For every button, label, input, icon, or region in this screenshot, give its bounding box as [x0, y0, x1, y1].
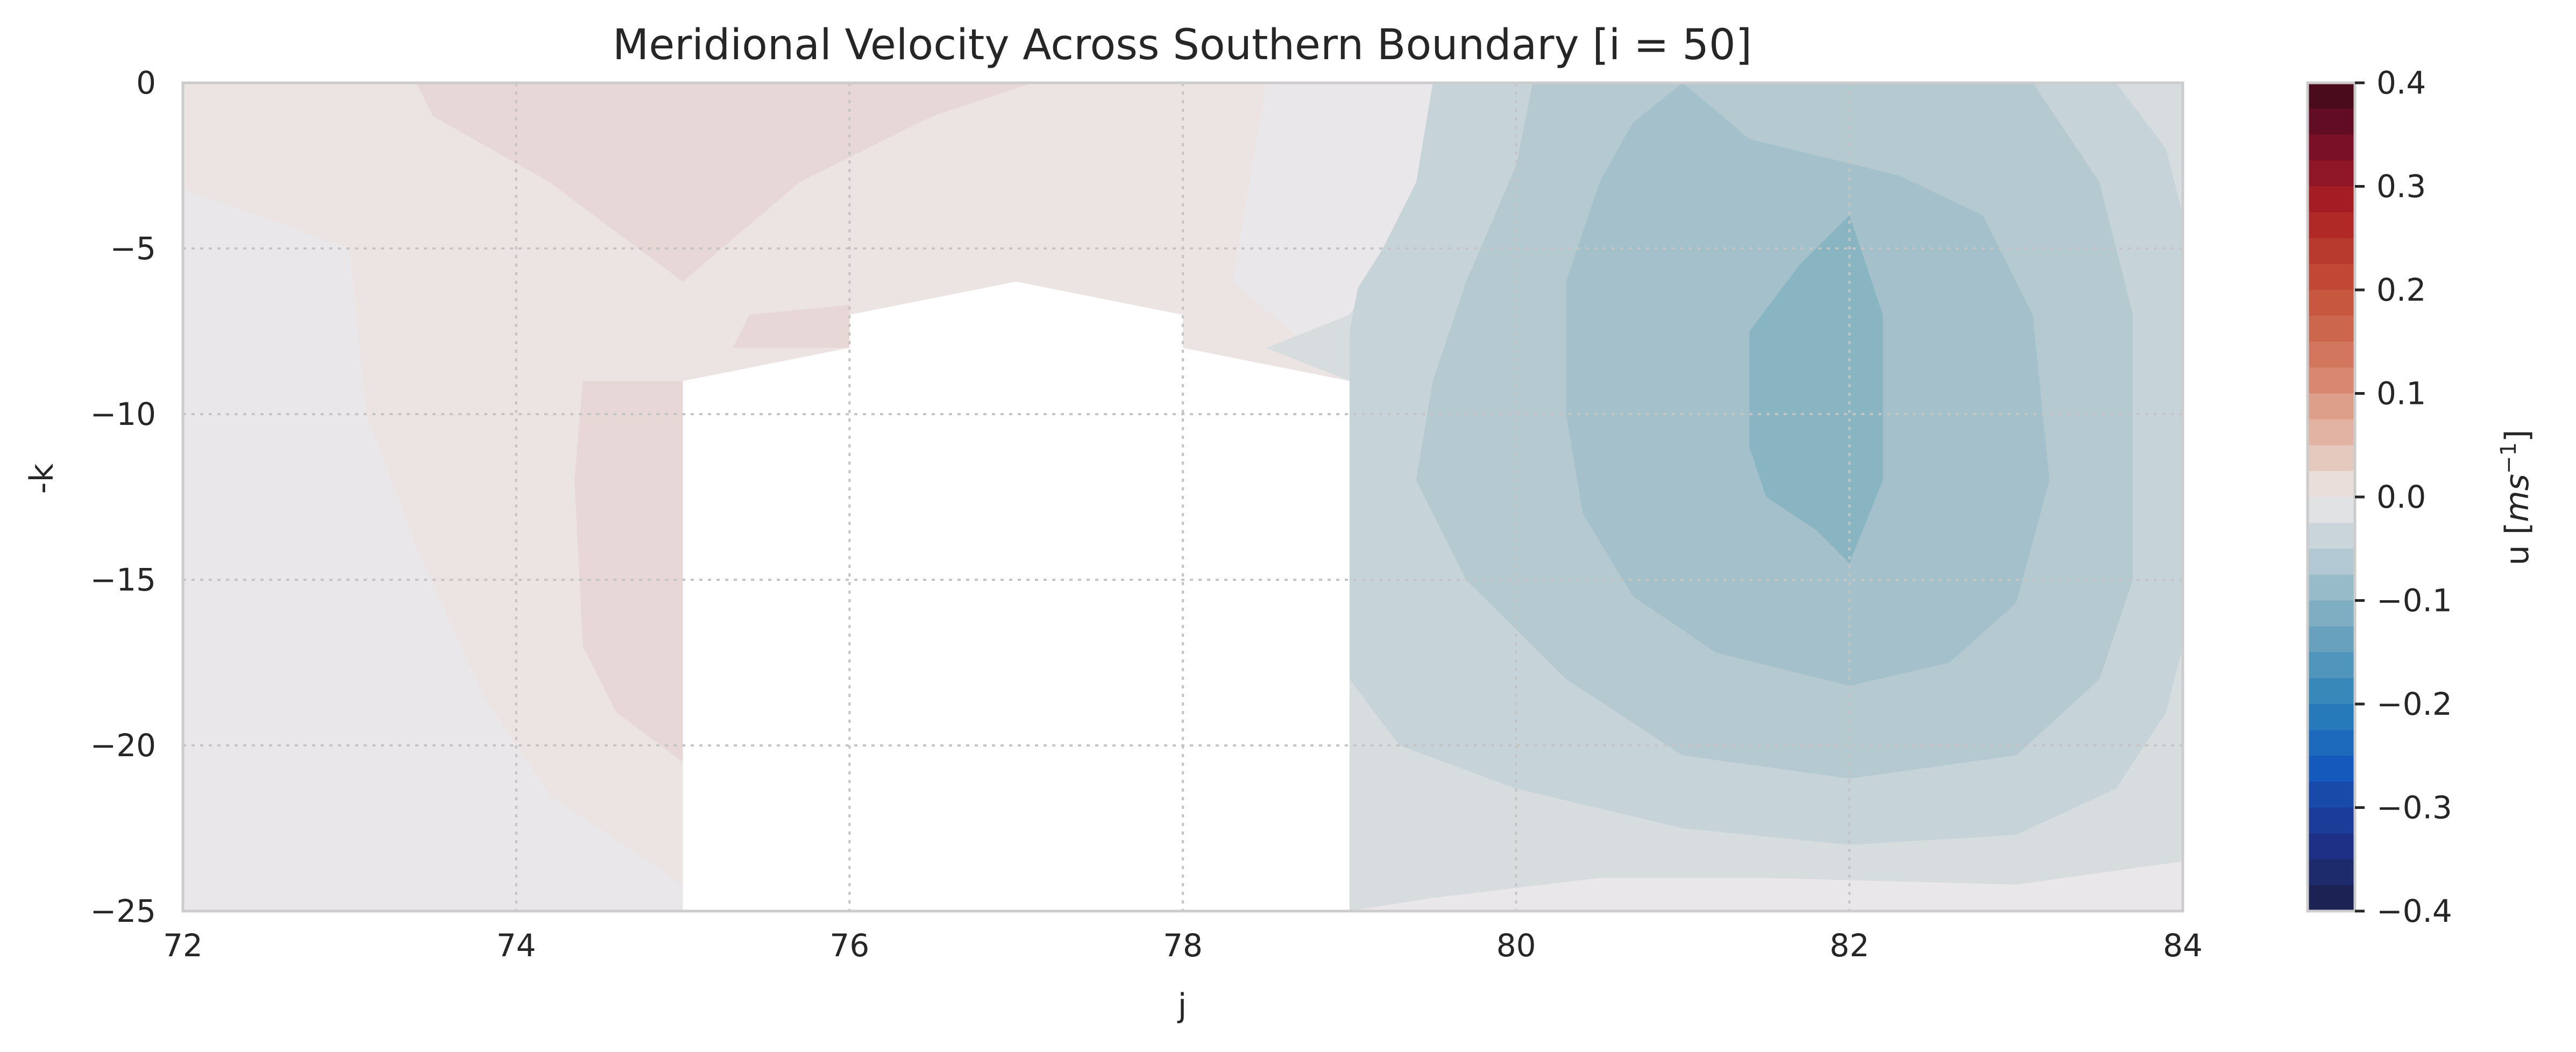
- colorbar-tick-label: 0.2: [2376, 272, 2426, 308]
- x-axis-label: j: [1177, 987, 1187, 1025]
- x-tick-label: 72: [163, 927, 203, 964]
- colorbar-tick-label: −0.2: [2376, 686, 2452, 722]
- x-tick-label: 82: [1829, 927, 1869, 964]
- y-tick-label: −10: [90, 396, 156, 432]
- colorbar-level: [2308, 393, 2355, 420]
- colorbar: 0.4 0.3 0.2 0.1 0.0 −0.1 −0.2 −0.3 −0.4: [2306, 65, 2452, 929]
- colorbar-level: [2308, 885, 2355, 912]
- plot-area: [181, 81, 2184, 913]
- colorbar-level: [2308, 186, 2355, 213]
- colorbar-level: [2308, 83, 2355, 109]
- contour-positive-2: [416, 83, 1033, 282]
- colorbar-level: [2308, 212, 2355, 239]
- colorbar-label: u [ms−1]: [2496, 430, 2536, 566]
- colorbar-level: [2308, 678, 2355, 705]
- colorbar-level: [2308, 419, 2355, 446]
- colorbar-level: [2308, 342, 2355, 368]
- x-tick-label: 76: [829, 927, 869, 964]
- colorbar-level: [2308, 549, 2355, 575]
- colorbar-tick-label: −0.1: [2376, 582, 2452, 619]
- colorbar-level: [2308, 316, 2355, 342]
- y-axis: 0 −5 −10 −15 −20 −25: [90, 65, 156, 929]
- x-axis: 72 74 76 78 80 82 84: [163, 927, 2203, 964]
- colorbar-level: [2308, 859, 2355, 886]
- y-axis-label: -k: [23, 464, 61, 494]
- y-tick-label: −20: [90, 727, 156, 764]
- colorbar-tick-label: 0.4: [2376, 65, 2426, 101]
- colorbar-level: [2308, 652, 2355, 679]
- colorbar-level: [2308, 704, 2355, 730]
- plot-frame: [181, 81, 2184, 913]
- y-tick-label: −15: [90, 561, 156, 598]
- colorbar-level: [2308, 730, 2355, 756]
- contour-negative-5: [1749, 215, 1883, 564]
- colorbar-level: [2308, 367, 2355, 394]
- colorbar-level: [2308, 756, 2355, 782]
- colorbar-level: [2308, 600, 2355, 627]
- contour-positive-2b: [574, 381, 683, 762]
- colorbar-tick-label: 0.3: [2376, 168, 2426, 205]
- colorbar-tick-label: 0.0: [2376, 479, 2426, 515]
- land-mask: [683, 281, 1350, 911]
- y-tick-label: −25: [90, 893, 156, 929]
- colorbar-tick-label: −0.4: [2376, 893, 2452, 929]
- colorbar-level: [2308, 290, 2355, 316]
- colorbar-level: [2308, 238, 2355, 265]
- y-tick-label: 0: [136, 65, 156, 101]
- x-tick-label: 74: [496, 927, 536, 964]
- colorbar-level: [2308, 523, 2355, 549]
- colorbar-level: [2308, 781, 2355, 808]
- colorbar-level: [2308, 807, 2355, 834]
- colorbar-tick-label: 0.1: [2376, 375, 2426, 412]
- contour-positive-2c: [733, 304, 850, 348]
- colorbar-level: [2308, 134, 2355, 161]
- colorbar-level: [2308, 264, 2355, 290]
- colorbar-level: [2308, 626, 2355, 653]
- colorbar-level: [2308, 445, 2355, 472]
- x-tick-label: 84: [2163, 927, 2203, 964]
- colorbar-tick-label: −0.3: [2376, 790, 2452, 826]
- colorbar-level: [2308, 497, 2355, 523]
- x-tick-label: 78: [1163, 927, 1203, 964]
- chart-title: Meridional Velocity Across Southern Boun…: [613, 21, 1752, 69]
- colorbar-level: [2308, 109, 2355, 135]
- colorbar-level: [2308, 471, 2355, 497]
- x-tick-label: 80: [1496, 927, 1536, 964]
- colorbar-level: [2308, 833, 2355, 860]
- colorbar-level: [2308, 160, 2355, 187]
- y-tick-label: −5: [110, 230, 157, 267]
- colorbar-level: [2308, 574, 2355, 601]
